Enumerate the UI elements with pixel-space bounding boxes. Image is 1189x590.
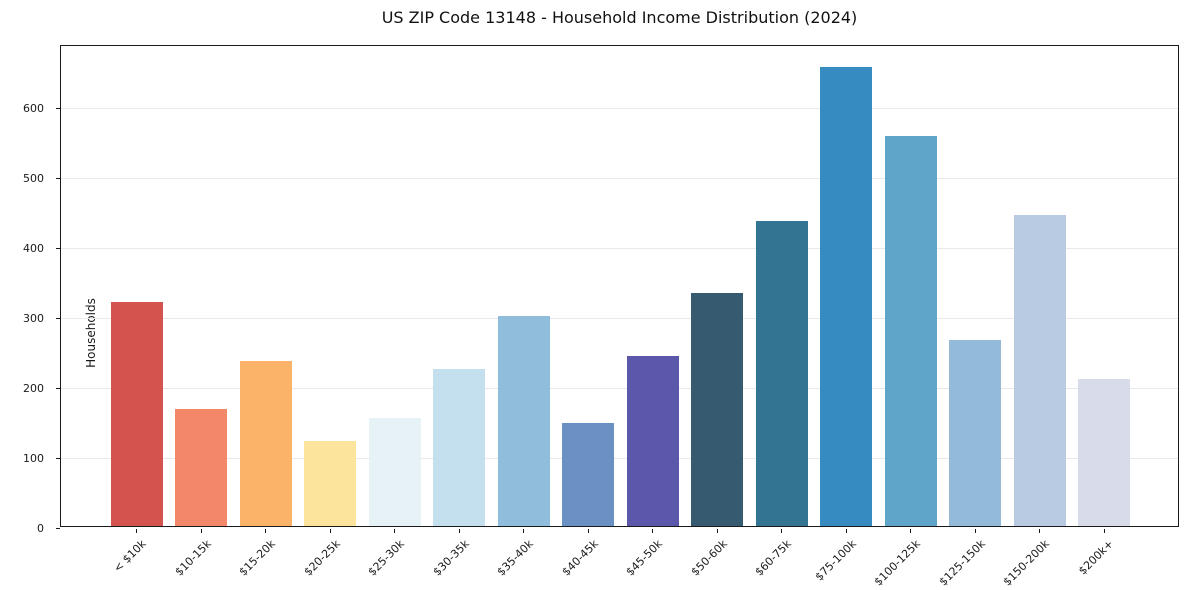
x-tick-label-text: $45-50k <box>623 537 665 579</box>
x-tick-mark <box>781 529 782 533</box>
bar <box>368 417 421 526</box>
gridline <box>61 108 1178 110</box>
bar <box>755 221 808 526</box>
y-tick-mark <box>56 387 60 389</box>
x-tick-label-text: $50-60k <box>688 537 730 579</box>
bar <box>175 409 227 526</box>
x-tick-mark <box>394 529 395 533</box>
gridline <box>61 387 1178 389</box>
x-tick-label-text: $60-75k <box>752 537 794 579</box>
bar <box>1078 379 1130 526</box>
x-tick-mark <box>845 529 847 533</box>
x-tick-mark <box>458 529 460 533</box>
x-tick-label-text: $20-25k <box>301 537 343 579</box>
x-tick-label-text: $10-15k <box>172 537 214 579</box>
x-tick-mark <box>587 529 589 533</box>
x-tick-mark <box>910 529 911 533</box>
bar <box>304 441 356 526</box>
y-tick-mark <box>56 457 60 459</box>
bar <box>1013 215 1066 526</box>
x-tick-label-text: $100-125k <box>871 537 923 589</box>
x-tick-label-text: $125-150k <box>936 537 988 589</box>
gridline <box>61 317 1178 319</box>
x-tick-label-text: $30-35k <box>430 537 472 579</box>
gridline <box>61 457 1178 459</box>
x-tick-label-text: $40-45k <box>559 537 601 579</box>
x-tick-mark <box>200 529 202 533</box>
x-tick-label-text: $75-100k <box>812 537 859 584</box>
x-tick-label-text: $35-40k <box>494 537 536 579</box>
x-tick-label-text: $25-30k <box>365 537 407 579</box>
y-tick-label: 0 <box>37 521 44 535</box>
y-tick-label: 300 <box>23 311 44 325</box>
bar <box>433 368 485 526</box>
x-tick-label-text: $150-200k <box>1000 537 1052 589</box>
y-tick-mark <box>56 317 60 319</box>
bar <box>497 316 550 526</box>
x-tick-mark <box>1103 529 1105 533</box>
y-tick-mark <box>56 527 60 529</box>
y-axis-label: Households <box>84 298 98 368</box>
bar <box>820 67 872 526</box>
bar <box>239 361 292 526</box>
x-tick-mark <box>716 529 718 533</box>
x-tick-mark <box>523 529 524 533</box>
bar <box>949 339 1001 526</box>
x-tick-label-text: < $10k <box>111 537 149 575</box>
y-tick-label: 200 <box>23 381 44 395</box>
bar <box>110 302 163 526</box>
x-tick-label-text: $15-20k <box>236 537 278 579</box>
x-tick-mark <box>136 529 137 533</box>
y-tick-label: 600 <box>23 102 44 116</box>
x-tick-mark <box>652 529 653 533</box>
y-tick-mark <box>56 178 60 180</box>
gridline <box>61 178 1178 180</box>
bar <box>884 136 937 526</box>
x-tick-mark <box>265 529 266 533</box>
y-tick-mark <box>56 108 60 110</box>
x-tick-mark <box>974 529 976 533</box>
bar <box>562 422 614 526</box>
gridline <box>61 248 1178 250</box>
x-tick-mark <box>329 529 331 533</box>
x-tick-mark <box>1039 529 1040 533</box>
y-tick-label: 400 <box>23 242 44 256</box>
chart-title: US ZIP Code 13148 - Household Income Dis… <box>381 8 858 27</box>
y-tick-mark <box>56 248 60 250</box>
bar <box>691 292 743 526</box>
bar <box>626 355 679 526</box>
plot-area: Households 0 100 200 300 400 500 600 < $10k $10-… <box>23 45 1179 588</box>
y-tick-label: 500 <box>23 172 44 186</box>
x-tick-label-text: $200k+ <box>1076 537 1117 578</box>
y-tick-label: 100 <box>23 451 44 465</box>
